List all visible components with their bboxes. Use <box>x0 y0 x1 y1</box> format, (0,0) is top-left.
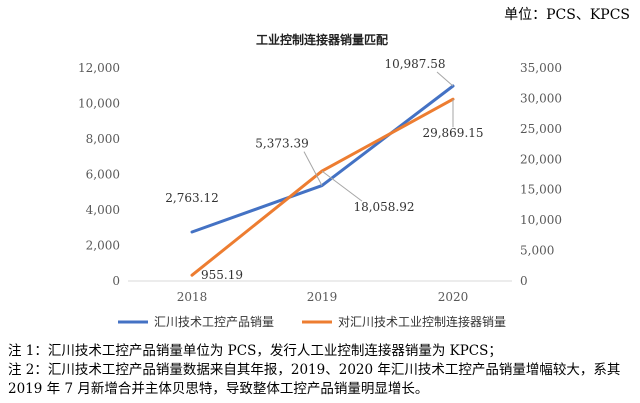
footnote-2: 注 2：汇川技术工控产品销量数据来自其年报，2019、2020 年汇川技术工控产… <box>8 362 621 397</box>
y-right-tick-label: 5,000 <box>520 244 554 258</box>
footnotes: 注 1：汇川技术工控产品销量单位为 PCS，发行人工业控制连接器销量为 KPCS… <box>8 342 634 399</box>
data-label: 955.19 <box>201 268 243 282</box>
y-right-tick-label: 25,000 <box>520 122 562 136</box>
data-label-leader <box>321 170 363 202</box>
legend-label-2: 对汇川技术工业控制连接器销量 <box>338 314 506 329</box>
x-tick-label: 2018 <box>177 290 208 304</box>
y-left-tick-label: 2,000 <box>86 239 120 253</box>
y-left-tick-label: 8,000 <box>86 132 120 146</box>
series-line-2 <box>190 97 455 277</box>
data-label-leader <box>303 151 323 186</box>
y-right-tick-label: 20,000 <box>520 152 562 166</box>
y-right-tick-label: 35,000 <box>520 61 562 75</box>
y-left-tick-label: 12,000 <box>78 61 120 75</box>
y-left-tick-label: 6,000 <box>86 168 120 182</box>
unit-label: 单位：PCS、KPCS <box>504 7 630 23</box>
y-right-tick-label: 30,000 <box>520 91 562 105</box>
footnote-1: 注 1：汇川技术工控产品销量单位为 PCS，发行人工业控制连接器销量为 KPCS… <box>8 343 502 359</box>
x-tick-label: 2020 <box>438 290 469 304</box>
legend-label-1: 汇川技术工控产品销量 <box>154 315 274 329</box>
data-labels: 2,763.12 5,373.39 10,987.58 955.19 18,058.92… <box>165 57 483 282</box>
axes: 0 2,000 4,000 6,000 8,000 10,000 12,000 0 5,000 1… <box>78 61 562 304</box>
legend: 汇川技术工控产品销量 对汇川技术工业控制连接器销量 <box>118 314 506 329</box>
series-lines <box>190 84 455 277</box>
y-right-tick-label: 15,000 <box>520 183 562 197</box>
x-tick-label: 2019 <box>307 290 338 304</box>
y-left-tick-label: 4,000 <box>86 203 120 217</box>
line-chart: 工业控制连接器销量匹配 0 2,000 4,000 6,000 8,000 10,000 1… <box>78 32 562 329</box>
data-label: 2,763.12 <box>165 191 218 205</box>
y-right-tick-label: 0 <box>520 274 528 288</box>
data-label-leader <box>436 71 454 87</box>
data-label: 10,987.58 <box>384 57 445 71</box>
y-right-tick-label: 10,000 <box>520 213 562 227</box>
y-left-tick-label: 0 <box>112 274 120 288</box>
y-left-tick-label: 10,000 <box>78 97 120 111</box>
data-label: 5,373.39 <box>255 137 308 151</box>
data-label: 29,869.15 <box>422 126 483 140</box>
data-label: 18,058.92 <box>353 200 414 214</box>
chart-title: 工业控制连接器销量匹配 <box>256 32 388 47</box>
